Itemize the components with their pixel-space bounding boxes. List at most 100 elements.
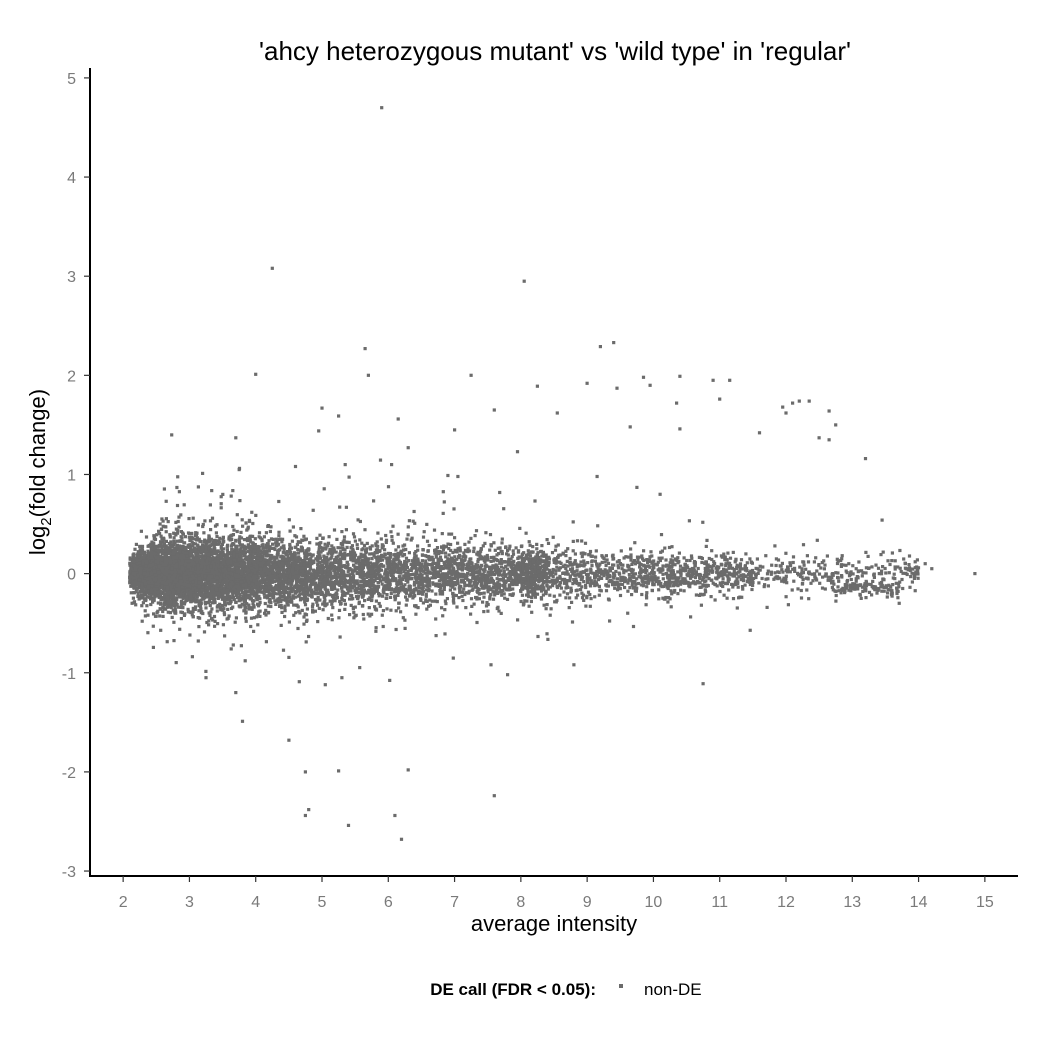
data-point <box>401 544 405 548</box>
data-point <box>897 585 901 589</box>
data-point <box>486 588 490 592</box>
data-point <box>526 588 530 592</box>
data-point <box>879 572 884 576</box>
data-point <box>549 607 553 611</box>
data-point <box>670 554 674 558</box>
data-point <box>618 593 623 598</box>
data-point <box>502 586 506 590</box>
data-point <box>374 626 378 630</box>
data-point <box>558 574 562 578</box>
data-point <box>669 576 673 580</box>
data-point <box>319 550 323 554</box>
data-point <box>397 554 401 558</box>
data-point <box>264 640 268 644</box>
data-point <box>245 536 250 540</box>
data-point <box>655 577 659 581</box>
data-point <box>440 606 444 610</box>
data-point <box>377 577 382 581</box>
data-point <box>755 557 759 561</box>
data-point <box>502 569 506 574</box>
data-point <box>370 557 374 561</box>
data-point <box>800 582 804 586</box>
data-point <box>604 589 609 593</box>
data-point <box>879 553 883 557</box>
data-point <box>871 579 875 583</box>
data-point <box>219 502 223 506</box>
data-point <box>353 553 358 557</box>
data-point <box>437 552 441 556</box>
data-point <box>447 580 451 584</box>
data-point <box>474 529 479 533</box>
data-point <box>733 574 737 578</box>
data-point <box>340 598 345 602</box>
data-point <box>633 572 638 576</box>
data-point <box>666 586 670 591</box>
data-point <box>263 595 267 599</box>
data-point <box>441 490 445 494</box>
data-point <box>396 532 400 536</box>
data-point <box>303 600 307 604</box>
data-point <box>214 551 218 555</box>
data-point <box>633 541 637 545</box>
data-point <box>893 565 897 569</box>
data-point <box>254 513 258 517</box>
data-point <box>288 566 292 571</box>
data-point <box>385 593 389 597</box>
data-point <box>551 574 555 579</box>
data-point <box>484 573 488 577</box>
data-point <box>191 516 195 520</box>
data-point <box>710 578 714 582</box>
data-point <box>904 567 908 571</box>
data-point <box>442 587 446 591</box>
data-point <box>791 567 795 571</box>
data-point <box>254 595 258 600</box>
data-point <box>331 596 335 600</box>
data-point <box>302 551 307 555</box>
data-point <box>620 567 624 571</box>
data-point <box>901 586 905 591</box>
data-point <box>278 591 282 595</box>
data-point <box>881 550 885 554</box>
data-point <box>218 586 223 591</box>
data-point <box>239 588 243 592</box>
data-point <box>531 557 535 561</box>
data-point <box>282 563 286 567</box>
data-point <box>161 524 165 528</box>
data-point <box>519 599 523 604</box>
data-point <box>558 566 562 570</box>
data-point <box>664 558 668 562</box>
data-point <box>866 554 870 558</box>
data-point <box>857 560 861 564</box>
data-point <box>345 560 349 565</box>
data-point <box>463 581 467 585</box>
data-point <box>451 550 455 555</box>
data-point <box>793 569 797 573</box>
data-point <box>723 573 727 577</box>
data-point <box>527 540 531 544</box>
data-point <box>384 568 388 572</box>
data-point <box>363 528 367 532</box>
data-point <box>911 567 915 571</box>
data-point <box>477 592 481 596</box>
data-point <box>629 558 633 562</box>
data-point <box>743 567 747 571</box>
data-point <box>260 539 264 543</box>
data-point <box>418 581 422 585</box>
data-point <box>666 600 670 604</box>
data-point <box>312 570 316 574</box>
data-point <box>508 544 512 548</box>
data-point <box>265 596 269 600</box>
data-point <box>565 579 569 583</box>
data-point <box>242 548 246 552</box>
data-point <box>244 616 248 620</box>
data-point <box>232 598 236 602</box>
data-point <box>265 594 269 598</box>
data-point <box>318 545 323 549</box>
data-point <box>531 593 535 597</box>
data-point <box>241 524 245 528</box>
data-point <box>404 595 408 599</box>
data-point <box>857 569 861 573</box>
data-point <box>404 556 409 560</box>
data-point <box>628 576 632 580</box>
data-point <box>205 550 209 554</box>
